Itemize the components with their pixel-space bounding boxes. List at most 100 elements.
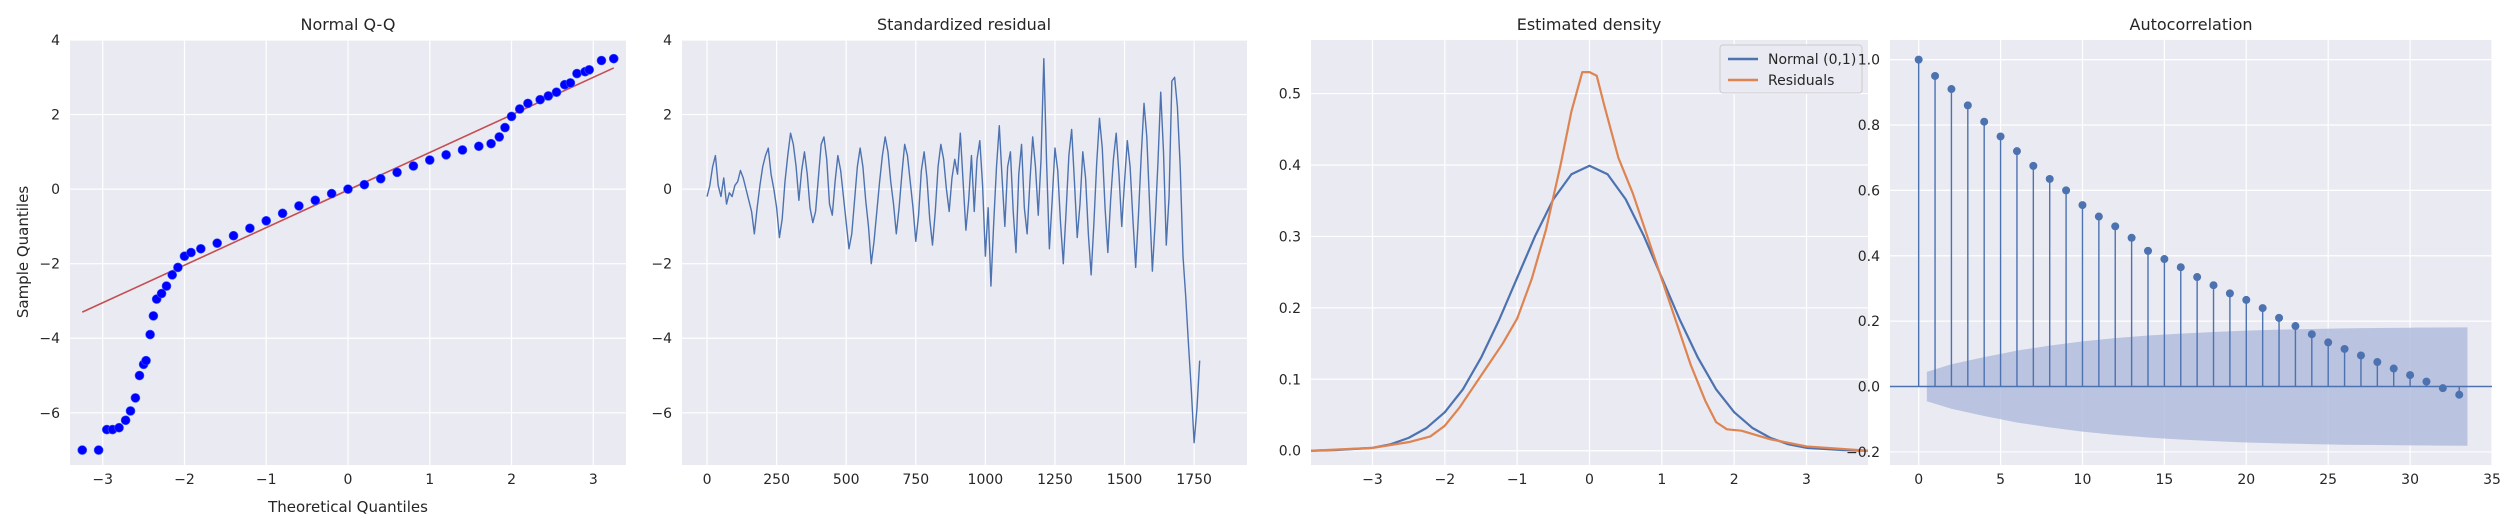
acf-marker — [2209, 281, 2218, 290]
qq-point — [375, 173, 386, 184]
residual-tick-labels: 0 250 500 750 1000 1250 1500 1750 −6 −4 −2 0 2 4 — [651, 33, 1212, 488]
density-y-tick-label: 0.1 — [1279, 372, 1301, 388]
density-title: Estimated density — [1517, 15, 1662, 34]
acf-marker — [2324, 338, 2333, 347]
residual-series-line — [706, 57, 1201, 444]
qq-point — [457, 145, 468, 155]
residual-y-tick-label: −2 — [651, 257, 672, 273]
qq-point — [130, 393, 141, 403]
density-y-tick-label: 0.2 — [1279, 301, 1301, 317]
qq-point — [77, 445, 88, 455]
qq-point — [584, 65, 595, 75]
qq-y-tick-label: 2 — [51, 108, 60, 124]
qq-y-tick-label: −2 — [39, 257, 60, 273]
qq-y-tick-label: 4 — [51, 33, 60, 49]
residual-x-tick-label: 1000 — [968, 472, 1004, 488]
residual-y-tick-label: 4 — [663, 33, 672, 49]
qq-point — [535, 94, 545, 105]
density-x-tick-label: −1 — [1507, 472, 1528, 488]
acf-y-tick-label: 0.4 — [1858, 249, 1880, 265]
qq-point — [186, 247, 196, 258]
qq-y-tick-label: −4 — [39, 331, 60, 347]
qq-point — [572, 68, 582, 79]
acf-marker — [2193, 273, 2202, 282]
acf-marker — [2029, 161, 2038, 170]
residual-x-tick-label: 1250 — [1037, 472, 1073, 488]
qq-point — [277, 208, 288, 219]
qq-y-tick-label: 0 — [51, 182, 60, 198]
qq-plot-content — [77, 53, 619, 455]
residual-y-tick-label: 2 — [663, 108, 672, 124]
acf-marker — [1914, 55, 1923, 64]
qq-point — [565, 78, 576, 88]
acf-marker — [2389, 364, 2398, 373]
acf-x-tick-label: 20 — [2237, 472, 2255, 488]
density-x-tick-label: −2 — [1435, 472, 1456, 488]
qq-y-axis-label: Sample Quantiles — [14, 186, 32, 318]
qq-point — [212, 238, 222, 248]
density-plot-panel: −3 −2 −1 0 1 2 3 0.0 0.1 0.2 0.3 0.4 0.5 Estimated d… — [1279, 15, 1869, 488]
acf-marker — [1963, 101, 1972, 110]
residual-x-tick-label: 1750 — [1176, 472, 1212, 488]
acf-y-tick-label: −0.2 — [1846, 445, 1880, 461]
qq-x-tick-label: −2 — [174, 472, 195, 488]
qq-x-tick-label: 0 — [344, 472, 353, 488]
qq-point — [125, 406, 136, 416]
qq-point — [608, 53, 619, 64]
acf-marker — [2062, 186, 2071, 195]
acf-marker — [2438, 384, 2447, 393]
density-x-tick-label: 3 — [1802, 472, 1811, 488]
acf-marker — [2078, 201, 2087, 210]
qq-x-axis-label: Theoretical Quantiles — [267, 498, 428, 516]
acf-y-tick-label: 0.0 — [1858, 380, 1880, 396]
density-residuals-curve — [1310, 71, 1869, 452]
residual-y-tick-label: −6 — [651, 406, 672, 422]
qq-point — [310, 195, 321, 206]
qq-point — [596, 55, 607, 66]
density-x-tick-label: 1 — [1657, 472, 1666, 488]
qq-point — [441, 150, 451, 160]
density-y-tick-label: 0.3 — [1279, 229, 1301, 245]
qq-x-tick-label: 1 — [425, 472, 434, 488]
qq-point — [167, 270, 178, 280]
density-y-tick-label: 0.4 — [1279, 158, 1301, 174]
qq-y-tick-label: −6 — [39, 406, 60, 422]
density-x-tick-label: 2 — [1730, 472, 1739, 488]
qq-point — [494, 132, 505, 142]
acf-marker — [1947, 85, 1956, 94]
acf-marker — [2045, 174, 2054, 183]
qq-point — [120, 415, 131, 426]
qq-title: Normal Q-Q — [301, 15, 396, 34]
acf-marker — [1996, 132, 2005, 141]
acf-marker — [2111, 222, 2120, 231]
qq-point — [114, 422, 124, 433]
qq-point — [474, 141, 484, 152]
qq-point — [392, 167, 402, 178]
residual-title: Standardized residual — [877, 15, 1051, 34]
acf-marker — [2406, 371, 2415, 380]
qq-point — [134, 370, 145, 381]
acf-x-tick-label: 35 — [2483, 472, 2500, 488]
acf-marker — [2144, 246, 2152, 255]
acf-x-tick-label: 10 — [2074, 472, 2092, 488]
qq-point — [424, 155, 435, 165]
qq-point — [294, 201, 304, 211]
acf-marker — [2356, 351, 2365, 360]
legend-label-normal: Normal (0,1) — [1768, 52, 1856, 68]
residual-plot-panel: 0 250 500 750 1000 1250 1500 1750 −6 −4 −2 0 2 4 Stan… — [651, 15, 1247, 488]
qq-point — [261, 216, 272, 226]
qq-x-tick-label: −3 — [92, 472, 113, 488]
acf-marker — [2012, 147, 2021, 156]
qq-point — [514, 104, 525, 114]
qq-plot-panel: −3 −2 −1 0 1 2 3 −6 −4 −2 0 2 4 Normal Q-Q Theoretic… — [14, 15, 626, 516]
acf-tick-labels: 0 5 10 15 20 25 30 35 −0.2 0.0 0.2 0.4 0.6 0.8 1.0 — [1846, 53, 2500, 488]
qq-point — [245, 223, 255, 234]
acf-marker — [2307, 330, 2316, 339]
acf-marker — [2258, 304, 2267, 313]
qq-point — [500, 122, 510, 133]
residual-x-tick-label: 250 — [763, 472, 790, 488]
qq-point — [156, 288, 167, 299]
density-tick-labels: −3 −2 −1 0 1 2 3 0.0 0.1 0.2 0.3 0.4 0.5 — [1279, 87, 1811, 488]
residual-x-tick-label: 750 — [902, 472, 929, 488]
density-plot-content — [1310, 71, 1869, 452]
